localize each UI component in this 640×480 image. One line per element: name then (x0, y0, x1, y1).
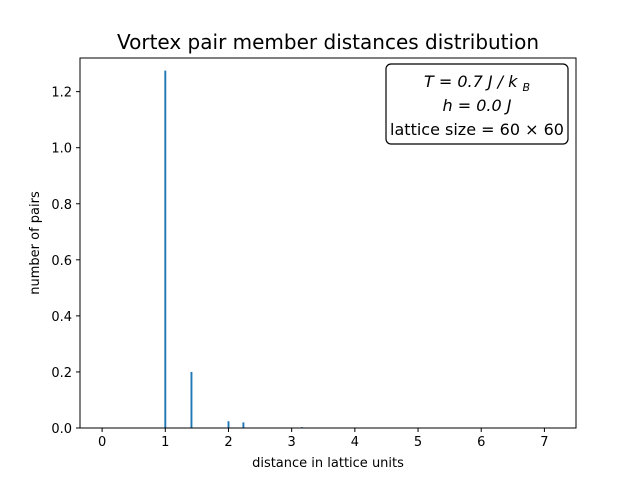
y-tick-label-0: 0.0 (51, 422, 72, 437)
annotation-lattice-rhs: 60 × 60 (500, 120, 564, 139)
x-axis-ticks: 0 1 2 3 4 5 6 7 (98, 428, 549, 450)
x-tick-label-6: 6 (477, 435, 485, 450)
annotation-field-rhs: 0.0 J (476, 96, 512, 115)
annotation-temperature-rhs: 0.7 J / k (457, 72, 518, 91)
chart-title: Vortex pair member distances distributio… (117, 30, 539, 54)
annotation-temperature-lhs: T (424, 72, 435, 91)
annotation-box: T = 0.7 J / k B h = 0.0 J lattice size =… (385, 63, 569, 145)
x-tick-label-1: 1 (161, 435, 169, 450)
annotation-field-lhs: h (443, 96, 453, 115)
y-axis-label: number of pairs (28, 191, 43, 295)
plot-frame (79, 57, 577, 429)
bar-0 (164, 70, 167, 429)
annotation-temperature-sub: B (523, 81, 531, 94)
annotation-lattice: lattice size = 60 × 60 (390, 120, 564, 139)
bar-3 (242, 422, 245, 428)
y-tick-label-1: 0.2 (51, 366, 72, 381)
y-tick-label-4: 0.8 (51, 198, 72, 213)
annotation-equals-1: = (439, 72, 452, 91)
y-tick-label-2: 0.4 (51, 310, 72, 325)
annotation-lattice-text: lattice size (390, 120, 476, 139)
y-axis-ticks: 0.0 0.2 0.4 0.6 0.8 1.0 1.2 (51, 86, 80, 437)
x-tick-label-7: 7 (540, 435, 548, 450)
x-tick-label-3: 3 (288, 435, 296, 450)
bar-1 (190, 371, 193, 428)
annotation-temperature: T = 0.7 J / k B (424, 72, 530, 94)
x-axis-label: distance in lattice units (252, 456, 404, 471)
annotation-equals-3: = (481, 120, 494, 139)
annotation-field: h = 0.0 J (443, 96, 512, 115)
y-tick-label-6: 1.2 (51, 86, 72, 101)
annotation-frame (385, 63, 569, 145)
x-tick-label-2: 2 (224, 435, 232, 450)
bar-2 (227, 421, 230, 428)
x-tick-label-0: 0 (98, 435, 106, 450)
y-tick-label-5: 1.0 (51, 142, 72, 157)
annotation-equals-2: = (458, 96, 471, 115)
y-tick-label-3: 0.6 (51, 254, 72, 269)
x-tick-label-5: 5 (414, 435, 422, 450)
x-tick-label-4: 4 (351, 435, 359, 450)
